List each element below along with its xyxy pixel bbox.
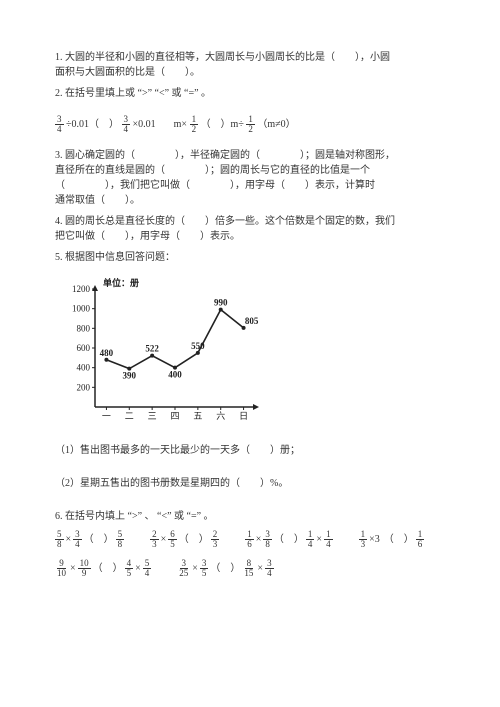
svg-text:一: 一 bbox=[102, 411, 111, 421]
q6-item: 23×65（ ）23 bbox=[150, 530, 219, 549]
svg-text:四: 四 bbox=[170, 411, 179, 421]
svg-text:990: 990 bbox=[214, 298, 228, 308]
svg-text:805: 805 bbox=[245, 316, 259, 326]
svg-text:日: 日 bbox=[239, 411, 248, 421]
q3-l1: 3. 圆心确定圆的（ ），半径确定圆的（ ）；圆是轴对称图形， bbox=[55, 148, 445, 163]
svg-text:600: 600 bbox=[77, 343, 91, 353]
q1-line2: 面积与大圆面积的比是（ ）。 bbox=[55, 65, 445, 80]
svg-text:1000: 1000 bbox=[72, 304, 91, 314]
svg-text:800: 800 bbox=[77, 323, 91, 333]
q6-item: 13×3（ ）16 bbox=[359, 530, 425, 549]
svg-text:550: 550 bbox=[191, 341, 205, 351]
q4-l1: 4. 圆的周长总是直径长度的（ ）倍多一些。这个倍数是个固定的数，我们 bbox=[55, 214, 445, 229]
q6-item: 16×38（ ）14×14 bbox=[245, 530, 332, 549]
q2-intro: 2. 在括号里填上或 “>” “<” 或 “=” 。 bbox=[55, 86, 445, 101]
q6-item: 910×109（ ）45×54 bbox=[55, 559, 151, 578]
q2-expr-2: m× 12 （ ）m÷ 12 （m≠0） bbox=[174, 115, 296, 134]
question-2: 2. 在括号里填上或 “>” “<” 或 “=” 。 34 ÷0.01（ ） 3… bbox=[55, 86, 445, 134]
svg-text:单位：册: 单位：册 bbox=[103, 277, 139, 288]
q3-l3: （ ），我们把它叫做（ ），用字母（ ）表示，计算时 bbox=[55, 178, 445, 193]
svg-text:522: 522 bbox=[145, 344, 159, 354]
q6-intro: 6. 在括号内填上 “>” 、 “<” 或 “=” 。 bbox=[55, 509, 445, 524]
svg-text:390: 390 bbox=[123, 371, 137, 381]
q4-l2: 把它叫做（ ），用字母（ ）表示。 bbox=[55, 229, 445, 244]
q6-item: 325×35（ ）815×34 bbox=[177, 559, 273, 578]
question-1: 1. 大圆的半径和小圆的直径相等，大圆周长与小圆周长的比是（ ），小圆 面积与大… bbox=[55, 50, 445, 80]
svg-text:200: 200 bbox=[77, 382, 91, 392]
chart-svg: 单位：册 1200 1000 800 600 400 200 一 二 三 四 五 六 日 480 390 522… bbox=[63, 275, 263, 425]
svg-text:480: 480 bbox=[100, 348, 114, 358]
svg-text:400: 400 bbox=[168, 370, 182, 380]
question-6: 6. 在括号内填上 “>” 、 “<” 或 “=” 。 58×34（ ）58 23… bbox=[55, 509, 445, 578]
q2-expressions: 34 ÷0.01（ ） 34 ×0.01 m× 12 （ ）m÷ 12 （m≠0… bbox=[55, 115, 445, 134]
q5-sub2: （2）星期五售出的图书册数是星期四的（ ）%。 bbox=[55, 476, 445, 491]
q3-l2: 直径所在的直线是圆的（ ）；圆的周长与它的直径的比值是一个 bbox=[55, 163, 445, 178]
q6-items: 58×34（ ）58 23×65（ ）23 16×38（ ）14×14 13×3（ ）… bbox=[55, 530, 445, 578]
q5-sub1: （1）售出图书最多的一天比最少的一天多（ ）册； bbox=[55, 443, 445, 458]
q3-l4: 通常取值（ ）。 bbox=[55, 193, 445, 208]
svg-text:400: 400 bbox=[77, 363, 91, 373]
q5-intro: 5. 根据图中信息回答问题： bbox=[55, 250, 445, 265]
q2-expr-1: 34 ÷0.01（ ） 34 ×0.01 bbox=[55, 115, 156, 134]
svg-text:五: 五 bbox=[193, 411, 202, 421]
q1-line1: 1. 大圆的半径和小圆的直径相等，大圆周长与小圆周长的比是（ ），小圆 bbox=[55, 50, 445, 65]
svg-text:1200: 1200 bbox=[72, 284, 91, 294]
question-4: 4. 圆的周长总是直径长度的（ ）倍多一些。这个倍数是个固定的数，我们 把它叫做… bbox=[55, 214, 445, 244]
svg-text:六: 六 bbox=[216, 410, 225, 421]
q6-item: 58×34（ ）58 bbox=[55, 530, 124, 549]
question-3: 3. 圆心确定圆的（ ），半径确定圆的（ ）；圆是轴对称图形， 直径所在的直线是… bbox=[55, 148, 445, 208]
line-chart: 单位：册 1200 1000 800 600 400 200 一 二 三 四 五 六 日 480 390 522… bbox=[63, 275, 445, 425]
svg-text:二: 二 bbox=[125, 411, 134, 421]
svg-text:三: 三 bbox=[148, 411, 157, 421]
question-5: 5. 根据图中信息回答问题： 单位：册 1200 1000 800 600 400 200 一… bbox=[55, 250, 445, 491]
